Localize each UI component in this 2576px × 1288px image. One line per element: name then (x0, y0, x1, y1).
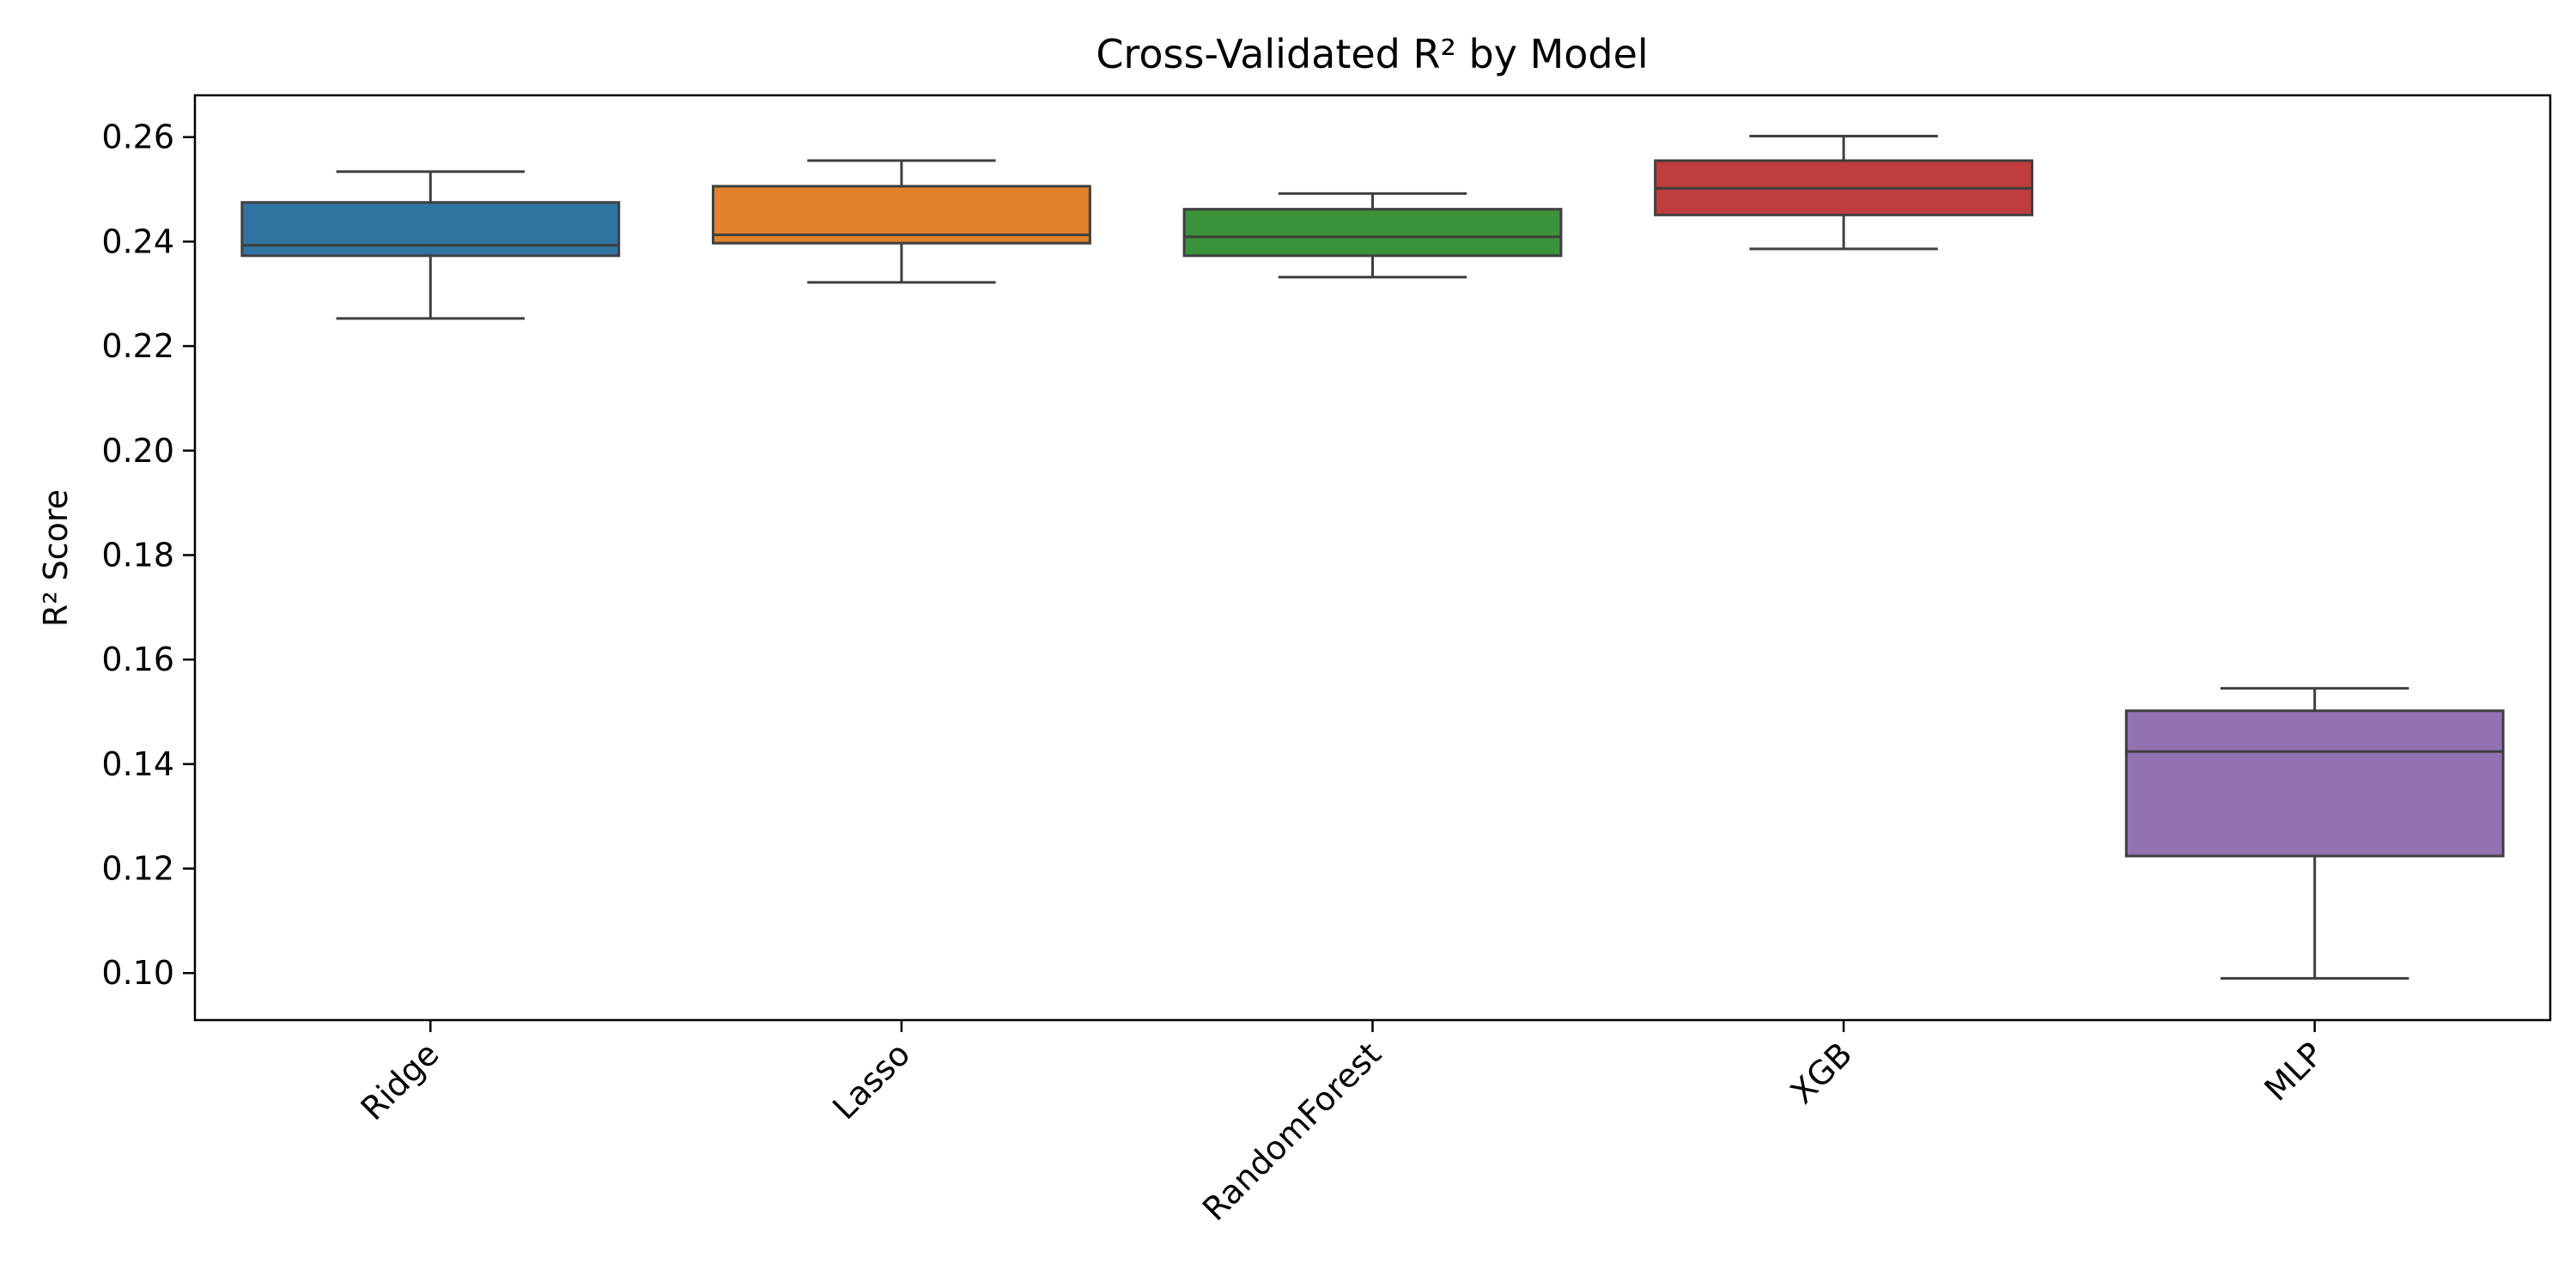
box-iqr (1182, 208, 1563, 258)
y-tick-label: 0.12 (101, 850, 174, 888)
chart-title: Cross-Validated R² by Model (1096, 31, 1648, 77)
y-tick-label: 0.24 (101, 222, 174, 260)
box-ridge (240, 170, 621, 320)
y-tick-label: 0.26 (101, 118, 174, 156)
box-xgb (1654, 134, 2034, 251)
boxes-layer (240, 134, 2505, 980)
x-tick-label: Lasso (825, 1035, 917, 1127)
x-axis: Ridge Lasso RandomForest XGB MLP (354, 1020, 2330, 1228)
box-iqr (2124, 709, 2505, 858)
box-lasso (711, 159, 1091, 284)
box-randomforest (1182, 191, 1563, 279)
y-tick-label: 0.20 (101, 432, 174, 470)
x-tick-label: Ridge (354, 1035, 447, 1127)
y-tick-label: 0.16 (101, 641, 174, 678)
y-axis-label: R² Score (37, 489, 75, 627)
box-mlp (2124, 687, 2505, 980)
y-axis: 0.10 0.12 0.14 0.16 0.18 0.20 0.22 0.24 0.26 (101, 118, 195, 992)
y-tick-label: 0.22 (101, 327, 174, 365)
plot-area-frame (193, 94, 2552, 1022)
x-tick-label: MLP (2257, 1035, 2330, 1108)
box-iqr (240, 201, 621, 258)
x-tick-label: RandomForest (1195, 1035, 1388, 1228)
x-tick-label: XGB (1783, 1035, 1860, 1111)
y-tick-label: 0.18 (101, 536, 174, 574)
y-tick-label: 0.14 (101, 745, 174, 783)
y-tick-label: 0.10 (101, 954, 174, 992)
